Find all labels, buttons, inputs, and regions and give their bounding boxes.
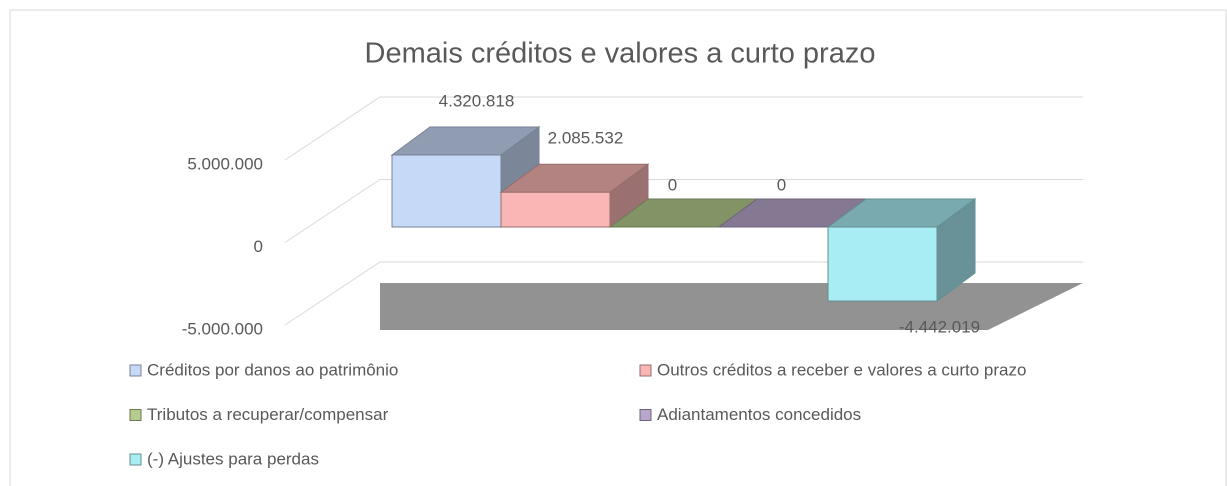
- data-label: 2.085.532: [548, 129, 624, 148]
- bar: [827, 226, 938, 302]
- legend-label: Créditos por danos ao patrimônio: [147, 360, 398, 379]
- legend-swatch: [129, 409, 142, 421]
- chart-title: Demais créditos e valores a curto prazo: [365, 38, 876, 70]
- grid-line: [284, 96, 1083, 161]
- legend-swatch: [129, 453, 142, 466]
- chart-frame: [9, 9, 1227, 486]
- bar: [391, 154, 502, 228]
- y-tick-label: -5.000.000: [182, 319, 263, 338]
- data-label: 0: [777, 175, 786, 194]
- legend-swatch: [639, 364, 652, 377]
- data-label: -4.442.019: [899, 318, 980, 337]
- legend-label: Outros créditos a receber e valores a cu…: [657, 360, 1026, 379]
- legend-label: Adiantamentos concedidos: [657, 405, 861, 424]
- bar: [500, 191, 611, 228]
- legend-label: (-) Ajustes para perdas: [147, 449, 319, 468]
- data-label: 0: [668, 175, 677, 194]
- legend-swatch: [639, 409, 652, 421]
- legend-label: Tributos a recuperar/compensar: [147, 405, 389, 424]
- legend-swatch: [129, 364, 142, 377]
- y-tick-label: 0: [254, 237, 263, 256]
- grid-line: [284, 179, 1083, 243]
- y-tick-label: 5.000.000: [187, 154, 263, 173]
- data-label: 4.320.818: [439, 91, 515, 110]
